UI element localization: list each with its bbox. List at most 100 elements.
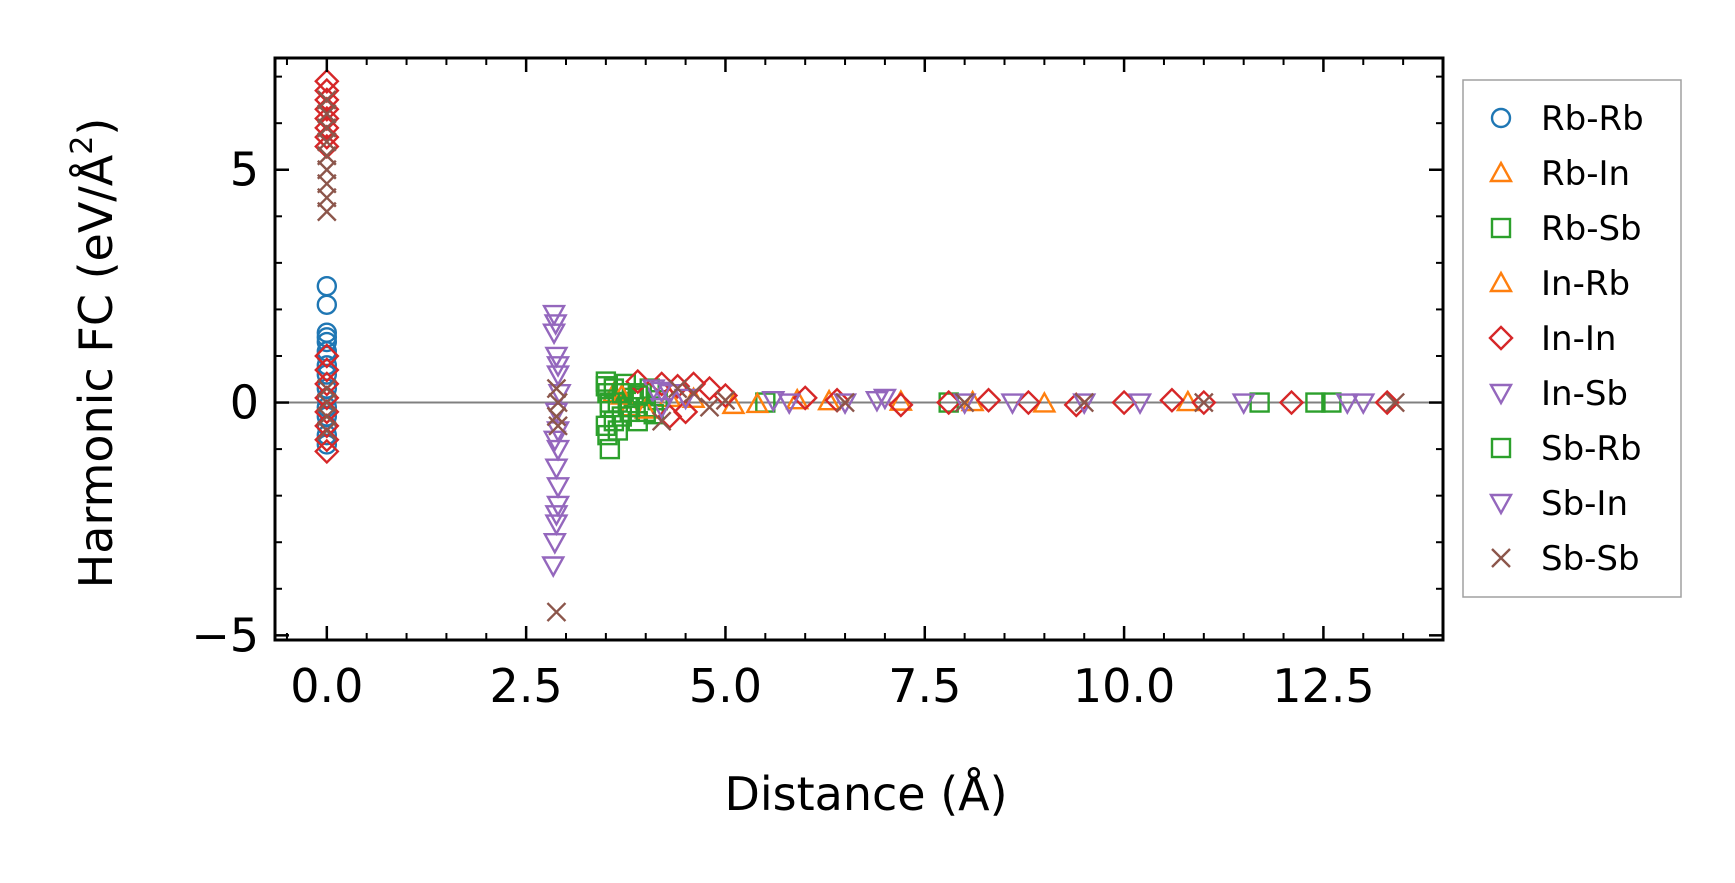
data-point — [673, 388, 698, 411]
data-point — [641, 379, 666, 402]
data-point — [761, 391, 786, 413]
legend-label: In-In — [1541, 319, 1616, 359]
data-point — [1191, 389, 1217, 416]
data-point — [316, 378, 337, 399]
data-point — [1249, 392, 1270, 413]
data-point — [316, 420, 337, 441]
data-point — [543, 314, 568, 336]
data-point — [316, 145, 337, 166]
data-point — [672, 399, 699, 425]
data-point — [1374, 389, 1400, 416]
data-point — [316, 90, 337, 110]
plot-area — [275, 68, 1443, 622]
legend-entry: In-Rb — [1488, 264, 1630, 304]
data-point — [316, 424, 338, 446]
y-tick-label: −5 — [191, 608, 259, 662]
data-point — [975, 387, 1002, 413]
data-point — [544, 458, 569, 481]
legend-entry: In-Sb — [1488, 374, 1628, 414]
x-tick-label: 2.5 — [490, 659, 563, 713]
data-point — [872, 388, 897, 411]
data-point — [835, 392, 855, 413]
axes: 0.0 2.5 5.0 7.5 10.0 12.5 −5 0 5 — [191, 56, 1445, 713]
data-point — [1127, 393, 1153, 416]
legend-entry: Sb-Rb — [1490, 429, 1642, 469]
legend-label: Sb-Rb — [1541, 429, 1642, 469]
data-point — [1321, 392, 1342, 413]
series-in-in — [314, 68, 1400, 465]
legend-label: In-Sb — [1541, 374, 1628, 414]
data-point — [888, 389, 913, 411]
data-point — [625, 368, 651, 395]
data-point — [314, 87, 340, 113]
legend-marker — [1491, 548, 1511, 568]
data-point — [699, 397, 720, 418]
data-point — [607, 420, 629, 441]
legend-marker — [1490, 437, 1512, 459]
x-tick-label: 7.5 — [888, 659, 961, 713]
legend-label: Sb-In — [1541, 484, 1628, 524]
data-point — [542, 533, 567, 555]
y-axis-title-main: Harmonic FC (eV/Å — [69, 154, 123, 588]
data-point — [314, 438, 340, 465]
data-point — [316, 173, 337, 194]
data-point — [316, 131, 337, 152]
data-point — [1278, 389, 1305, 416]
data-point — [938, 392, 959, 413]
data-point — [548, 415, 568, 436]
data-point — [316, 201, 337, 222]
data-point — [316, 159, 337, 180]
data-point — [546, 602, 567, 622]
legend-marker — [1488, 160, 1514, 183]
legend: Rb-Rb Rb-In Rb-Sb In-Rb In-In In-Sb Sb-Rb Sb-In… — [1462, 79, 1682, 598]
data-point — [542, 323, 567, 346]
data-point — [316, 275, 338, 297]
data-point — [715, 390, 736, 411]
series-sb-in — [542, 314, 1360, 527]
data-point — [545, 356, 571, 378]
data-point — [314, 357, 340, 383]
data-point — [1231, 393, 1256, 416]
legend-marker — [1490, 107, 1512, 129]
data-point — [633, 397, 658, 419]
data-point — [597, 424, 618, 446]
y-axis-title: Harmonic FC (eV/Å2) — [65, 118, 123, 589]
data-point — [316, 117, 337, 138]
data-point — [542, 430, 567, 453]
data-point — [1074, 392, 1095, 413]
data-point — [888, 392, 914, 418]
legend-marker — [1488, 493, 1514, 516]
y-axis-title-close: ) — [69, 118, 123, 136]
data-point — [544, 514, 569, 537]
x-tick-label: 12.5 — [1272, 659, 1374, 713]
data-point — [683, 383, 704, 404]
data-point — [595, 376, 617, 397]
data-point — [1385, 392, 1406, 413]
data-point — [316, 406, 337, 427]
data-point — [635, 401, 656, 423]
data-point — [651, 411, 672, 432]
data-point — [316, 104, 337, 124]
data-point — [667, 378, 688, 399]
data-point — [316, 187, 337, 208]
data-point — [1335, 393, 1360, 416]
data-point — [649, 381, 674, 404]
legend-entry: Sb-In — [1488, 484, 1628, 524]
data-point — [1193, 392, 1214, 413]
data-point — [745, 391, 770, 414]
y-tick-label: 5 — [230, 143, 259, 197]
data-point — [833, 393, 858, 416]
legend-marker — [1488, 383, 1514, 406]
data-point — [541, 556, 566, 578]
legend-label: Rb-Sb — [1541, 209, 1642, 249]
x-tick-label: 10.0 — [1073, 659, 1175, 713]
legend-marker — [1488, 325, 1514, 351]
data-point — [1159, 387, 1185, 413]
data-point — [316, 331, 338, 353]
y-tick-label: 0 — [230, 376, 259, 430]
data-point — [1000, 393, 1025, 416]
legend-entry: Sb-Sb — [1491, 539, 1640, 579]
data-point — [1351, 393, 1376, 416]
legend-label: Sb-Sb — [1541, 539, 1640, 579]
